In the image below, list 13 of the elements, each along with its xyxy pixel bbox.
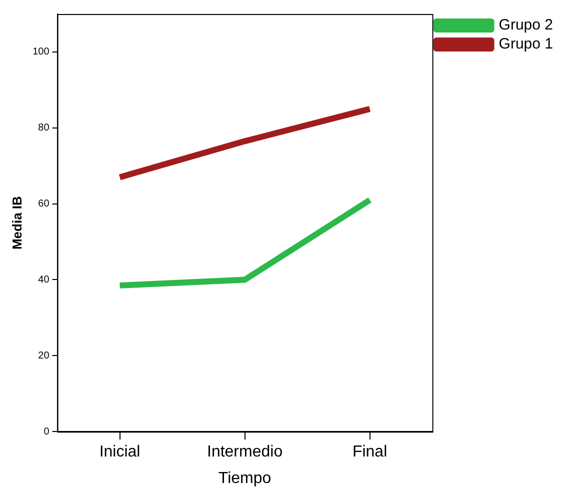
y-tick-label: 80 bbox=[38, 122, 50, 134]
y-tick-label: 100 bbox=[32, 46, 50, 58]
y-axis-title: Media IB bbox=[9, 196, 24, 250]
y-tick-label: 20 bbox=[38, 350, 50, 362]
y-tick-label: 0 bbox=[44, 426, 50, 438]
y-tick-label: 60 bbox=[38, 198, 50, 210]
x-tick-label: Intermedio bbox=[206, 444, 283, 461]
x-axis-title: Tiempo bbox=[218, 470, 272, 487]
legend-label: Grupo 2 bbox=[498, 16, 554, 34]
x-tick-label: Final bbox=[352, 444, 388, 461]
x-tick-label: Inicial bbox=[99, 444, 140, 461]
y-tick-label: 40 bbox=[38, 274, 50, 286]
legend-label: Grupo 1 bbox=[498, 36, 554, 53]
